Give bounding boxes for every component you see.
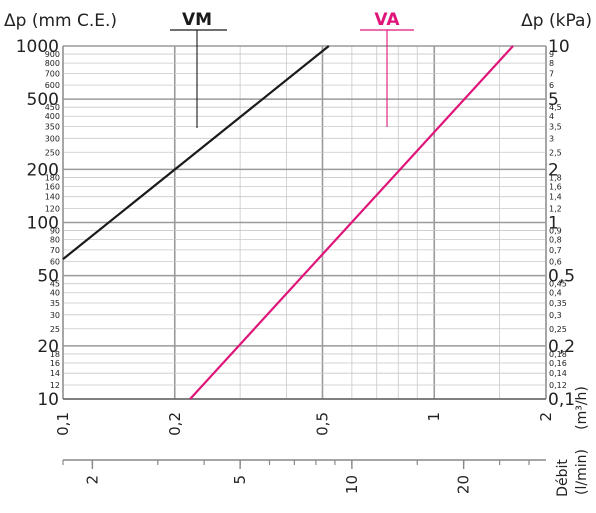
series-line-vm <box>62 45 330 261</box>
series-label-vm: VM <box>182 10 212 30</box>
right-minor-tick-label: 1,6 <box>549 182 562 191</box>
flow-lmin-tick-label: 5 <box>231 475 249 485</box>
left-minor-tick-label: 250 <box>45 148 60 157</box>
right-minor-tick-label: 0,3 <box>549 311 562 320</box>
right-major-tick-label: 0,1 <box>548 390 575 410</box>
right-major-tick-label: 0,5 <box>548 267 575 287</box>
right-minor-tick-label: 1,2 <box>549 205 562 214</box>
left-major-tick-label: 500 <box>27 90 59 110</box>
left-major-tick-label: 10 <box>37 390 59 410</box>
grid <box>62 45 547 400</box>
right-minor-tick-label: 8 <box>549 59 554 68</box>
left-minor-tick-label: 14 <box>50 369 60 378</box>
right-minor-tick-label: 0,35 <box>549 299 567 308</box>
right-minor-tick-label: 0,12 <box>549 381 567 390</box>
left-minor-tick-label: 600 <box>45 81 60 90</box>
bottom-tick-label-m3h: 2 <box>537 412 555 422</box>
series-label-va: VA <box>374 10 400 30</box>
left-minor-tick-label: 25 <box>50 325 60 334</box>
series-layer: VM VA <box>62 10 514 400</box>
left-minor-tick-label: 12 <box>50 381 60 390</box>
right-minor-tick-label: 1,8 <box>549 173 562 182</box>
left-major-tick-label: 50 <box>37 267 59 287</box>
left-minor-tick-label: 160 <box>45 182 60 191</box>
left-minor-tick-label: 120 <box>45 205 60 214</box>
left-minor-tick-label: 30 <box>50 311 60 320</box>
right-minor-tick-label: 0,9 <box>549 227 562 236</box>
flow-lmin-tick-label: 10 <box>343 475 361 494</box>
left-minor-tick-label: 800 <box>45 59 60 68</box>
right-minor-tick-label: 0,18 <box>549 350 567 359</box>
tick-labels: 1000500200100502010900800700600450400350… <box>16 37 575 494</box>
flow-lmin-unit: (l/min) <box>574 449 590 495</box>
flow-m3h-unit: (m³/h) <box>574 386 590 430</box>
left-minor-tick-label: 60 <box>50 258 60 267</box>
right-major-tick-label: 2 <box>548 160 559 180</box>
left-minor-tick-label: 80 <box>50 236 60 245</box>
right-minor-tick-label: 0,16 <box>549 359 567 368</box>
left-minor-tick-label: 40 <box>50 289 60 298</box>
right-minor-tick-label: 0,14 <box>549 369 567 378</box>
right-minor-tick-label: 0,45 <box>549 280 567 289</box>
flow-lmin-tick-label: 2 <box>83 475 101 485</box>
bottom-tick-label-m3h: 0,2 <box>166 412 184 436</box>
bottom-tick-label-m3h: 0,1 <box>54 412 72 436</box>
right-minor-tick-label: 1,4 <box>549 193 562 202</box>
left-minor-tick-label: 35 <box>50 299 60 308</box>
left-major-tick-label: 1000 <box>16 37 59 57</box>
left-minor-tick-label: 180 <box>45 173 60 182</box>
left-minor-tick-label: 16 <box>50 359 60 368</box>
series-vm: VM <box>62 10 330 261</box>
right-minor-tick-label: 3,5 <box>549 122 562 131</box>
right-minor-tick-label: 3 <box>549 134 554 143</box>
flow-lmin-tick-label: 20 <box>455 475 473 494</box>
right-minor-tick-label: 0,7 <box>549 246 562 255</box>
right-major-tick-label: 1 <box>548 214 559 234</box>
right-axis-title: Δp (kPa) <box>521 11 592 31</box>
right-minor-tick-label: 0,4 <box>549 289 562 298</box>
left-axis-title: Δp (mm C.E.) <box>4 11 117 31</box>
flow-axis-title: Débit <box>555 459 571 497</box>
left-minor-tick-label: 90 <box>50 227 60 236</box>
right-minor-tick-label: 9 <box>549 50 554 59</box>
left-minor-tick-label: 300 <box>45 134 60 143</box>
left-minor-tick-label: 700 <box>45 69 60 78</box>
right-minor-tick-label: 0,25 <box>549 325 567 334</box>
left-minor-tick-label: 45 <box>50 280 60 289</box>
right-minor-tick-label: 4,5 <box>549 103 562 112</box>
right-minor-tick-label: 2,5 <box>549 148 562 157</box>
series-va: VA <box>189 10 514 400</box>
left-minor-tick-label: 400 <box>45 112 60 121</box>
left-major-tick-label: 100 <box>27 214 59 234</box>
right-minor-tick-label: 0,6 <box>549 258 562 267</box>
left-minor-tick-label: 900 <box>45 50 60 59</box>
left-minor-tick-label: 140 <box>45 193 60 202</box>
left-major-tick-label: 20 <box>37 337 59 357</box>
bottom-tick-label-m3h: 0,5 <box>313 412 331 436</box>
left-minor-tick-label: 70 <box>50 246 60 255</box>
right-minor-tick-label: 0,8 <box>549 236 562 245</box>
right-minor-tick-label: 4 <box>549 112 554 121</box>
right-major-tick-label: 5 <box>548 90 559 110</box>
left-minor-tick-label: 18 <box>50 350 60 359</box>
right-minor-tick-label: 7 <box>549 69 554 78</box>
bottom-tick-label-m3h: 1 <box>425 412 443 422</box>
left-minor-tick-label: 450 <box>45 103 60 112</box>
series-line-va <box>189 45 514 400</box>
left-major-tick-label: 200 <box>27 160 59 180</box>
right-minor-tick-label: 6 <box>549 81 554 90</box>
right-major-tick-label: 0,2 <box>548 337 575 357</box>
left-minor-tick-label: 350 <box>45 122 60 131</box>
right-major-tick-label: 10 <box>548 37 570 57</box>
